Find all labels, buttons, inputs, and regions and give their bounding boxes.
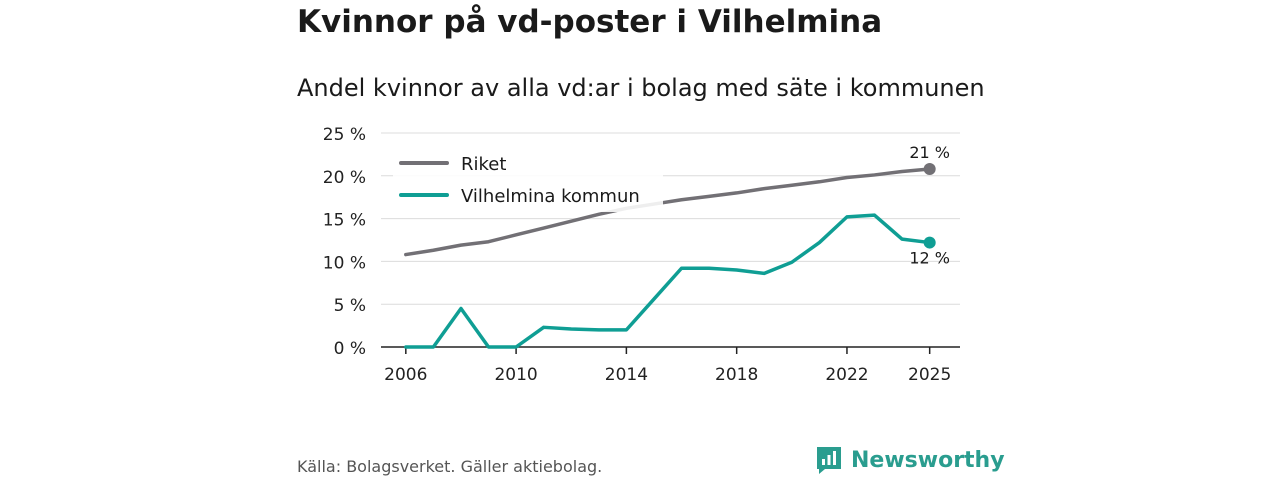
series-line-riket [404,167,932,257]
brand-logo[interactable]: Newsworthy [815,444,1005,476]
legend: Riket Vilhelmina kommun [393,150,663,212]
chart-subtitle: Andel kvinnor av alla vd:ar i bolag med … [297,74,985,102]
brand-name: Newsworthy [851,447,1005,473]
end-labels: 21 % 12 % [909,143,950,268]
end-point-riket [923,162,936,175]
y-tick-label: 0 % [334,339,366,359]
series-line-vilhelmina [404,213,932,349]
newsworthy-logo-icon [817,447,841,474]
line-chart: 0 %5 %10 %15 %20 %25 % 2006 2010 2014 2018 2… [323,125,960,385]
legend-background [393,150,663,212]
legend-label-riket: Riket [461,154,506,175]
legend-label-vilhelmina: Vilhelmina kommun [461,186,640,207]
x-tick-label: 2025 [908,365,951,385]
y-tick-label: 10 % [323,253,366,273]
y-tick-label: 5 % [334,296,366,316]
chart-title: Kvinnor på vd-poster i Vilhelmina [297,4,883,40]
y-tick-label: 25 % [323,125,366,145]
x-tick-label: 2018 [715,365,758,385]
y-tick-label: 15 % [323,211,366,231]
x-tick-label: 2014 [605,365,648,385]
x-tick-label: 2022 [825,365,868,385]
x-tick-label: 2010 [494,365,537,385]
end-label-riket: 21 % [909,143,950,162]
x-tick-label: 2006 [384,365,427,385]
x-axis: 2006 2010 2014 2018 2022 2025 [381,346,960,385]
series [404,162,936,349]
y-axis: 0 % 5 % 10 % 15 % 20 % 25 % [323,125,366,359]
end-label-vilhelmina: 12 % [909,249,950,268]
y-tick-label: 20 % [323,168,366,188]
end-point-vilhelmina [923,236,936,249]
source-note: Källa: Bolagsverket. Gäller aktiebolag. [297,457,603,476]
